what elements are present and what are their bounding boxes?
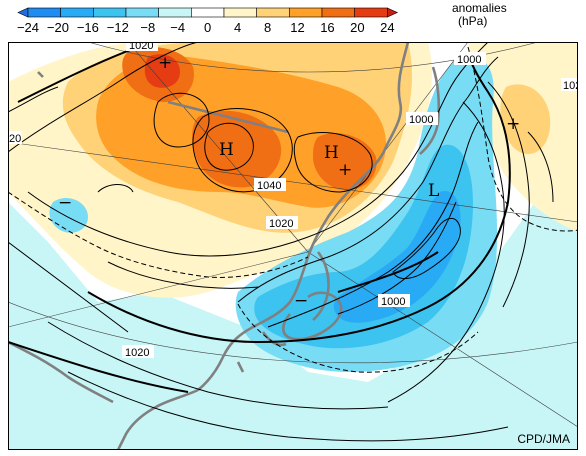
legend-tick-label: −12 <box>107 20 129 35</box>
svg-text:1020: 1020 <box>125 347 149 359</box>
legend-bin <box>60 7 94 18</box>
isobars <box>8 42 554 442</box>
isobar-label-1000-mid: 1000 <box>406 112 438 126</box>
legend-bin <box>223 7 257 18</box>
isobar-label-1020-center: 1020 <box>266 216 298 230</box>
anomaly-plus-mid: + <box>338 160 352 180</box>
svg-text:1020: 1020 <box>129 42 153 52</box>
svg-text:1000: 1000 <box>409 114 433 126</box>
legend-units: anomalies (hPa) <box>452 2 507 28</box>
isobar-label-1020-west: 1020 <box>122 345 154 359</box>
high-pressure-center-2: H <box>324 143 339 163</box>
pressure-anomaly-map: 1020 1000 1000 1040 1020 1000 1020 10 2 <box>8 42 578 450</box>
legend-bin <box>256 7 290 18</box>
legend-tick-label: 8 <box>264 20 271 35</box>
svg-text:1040: 1040 <box>257 180 281 192</box>
legend-tick-label: 16 <box>320 20 334 35</box>
legend-bin <box>289 7 323 18</box>
legend-bin <box>191 7 225 18</box>
legend-tick-label: −8 <box>140 20 155 35</box>
positive-anomaly-very-strong-east <box>313 133 377 191</box>
legend-tick-label: −20 <box>47 20 69 35</box>
isobar-label-1000-right: 1000 <box>454 52 486 66</box>
svg-text:1000: 1000 <box>381 296 405 308</box>
positive-anomaly-east-core <box>500 84 551 155</box>
legend-bin <box>158 7 192 18</box>
legend-tick-label: −24 <box>17 20 39 35</box>
legend-bin <box>17 7 29 18</box>
legend-tick-label: 20 <box>350 20 364 35</box>
color-legend: −24 −20 −16 −12 −8 −4 0 4 8 12 16 20 24 <box>17 7 399 35</box>
svg-text:102: 102 <box>563 80 578 92</box>
legend-tick-label: 4 <box>234 20 241 35</box>
low-pressure-center: L <box>428 181 439 201</box>
anomaly-minus-japan: − <box>294 291 308 311</box>
legend-bin <box>27 7 61 18</box>
anomaly-plus-east: + <box>506 114 520 134</box>
map-frame <box>8 42 578 450</box>
isobar-label-1000-south: 1000 <box>378 294 410 308</box>
legend-bin <box>354 7 388 18</box>
legend-tick-label: −4 <box>170 20 185 35</box>
credit-label: CPD/JMA <box>517 432 570 446</box>
isobars-dashed <box>8 46 578 373</box>
isobar-label-20-edge: 20 <box>8 131 22 145</box>
legend-tick-label: 12 <box>290 20 304 35</box>
positive-anomaly-very-strong <box>192 110 282 188</box>
legend-tick-label: −16 <box>77 20 99 35</box>
isobar-label-1040: 1040 <box>254 178 286 192</box>
svg-text:1000: 1000 <box>457 54 481 66</box>
legend-bin <box>321 7 355 18</box>
svg-text:1020: 1020 <box>269 218 293 230</box>
negative-anomaly-light-west <box>49 197 88 233</box>
legend-tick-label: 0 <box>204 20 211 35</box>
positive-anomaly-max <box>144 54 180 88</box>
high-pressure-center-1: H <box>219 140 234 160</box>
isobar-label-102-edge: 102 <box>561 78 578 92</box>
anomaly-plus-northwest: + <box>158 53 172 73</box>
legend-bin <box>387 7 399 18</box>
svg-text:20: 20 <box>9 133 21 145</box>
negative-anomaly-strong <box>333 191 461 323</box>
legend-title-line1: anomalies <box>452 1 507 15</box>
isobar-label-1020-top: 1020 <box>126 42 158 52</box>
legend-bin <box>93 7 127 18</box>
legend-tick-label: 24 <box>380 20 394 35</box>
legend-title-line2: (hPa) <box>458 14 488 28</box>
legend-bin <box>125 7 159 18</box>
anomaly-minus-west: − <box>58 193 72 213</box>
